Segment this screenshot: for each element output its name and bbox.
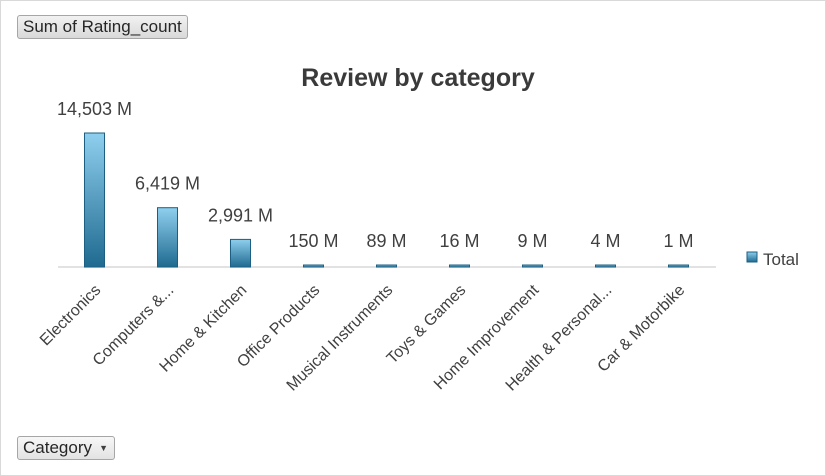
value-field-button[interactable]: Sum of Rating_count — [17, 15, 188, 39]
data-label-4: 89 M — [366, 231, 406, 251]
data-label-6: 9 M — [517, 231, 547, 251]
data-label-8: 1 M — [663, 231, 693, 251]
legend-swatch — [746, 251, 758, 263]
axis-field-dropdown[interactable]: Category ▼ — [17, 436, 115, 460]
data-label-7: 4 M — [590, 231, 620, 251]
data-label-0: 14,503 M — [57, 99, 132, 119]
data-label-5: 16 M — [439, 231, 479, 251]
data-label-2: 2,991 M — [208, 205, 273, 225]
bar-4[interactable] — [376, 264, 397, 268]
bar-1[interactable] — [157, 207, 178, 268]
chevron-down-icon: ▼ — [99, 443, 108, 453]
bar-8[interactable] — [668, 264, 689, 268]
bar-7[interactable] — [595, 264, 616, 268]
category-label-0: Electronics — [37, 282, 104, 349]
bar-5[interactable] — [449, 264, 470, 268]
data-label-1: 6,419 M — [135, 174, 200, 194]
bar-2[interactable] — [230, 238, 251, 268]
bar-3[interactable] — [303, 264, 324, 268]
legend-label: Total — [763, 250, 799, 269]
bar-6[interactable] — [522, 264, 543, 268]
value-field-label: Sum of Rating_count — [23, 17, 182, 36]
legend: Total — [746, 250, 799, 269]
bar-0[interactable] — [84, 132, 105, 268]
axis-field-label: Category — [23, 438, 92, 457]
chart-title: Review by category — [301, 64, 535, 92]
data-label-3: 150 M — [288, 231, 338, 251]
